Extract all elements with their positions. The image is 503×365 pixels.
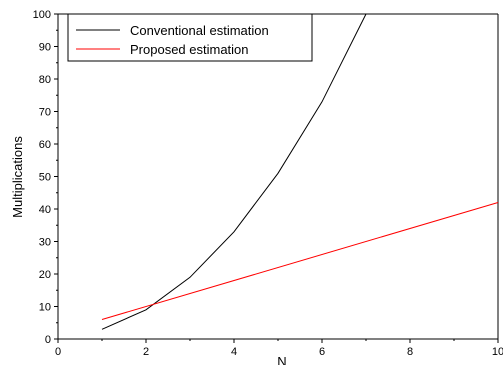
legend-label-proposed: Proposed estimation xyxy=(130,42,249,57)
legend: Conventional estimation Proposed estimat… xyxy=(67,13,313,62)
x-tick-label: 2 xyxy=(143,346,149,358)
y-tick-label: 10 xyxy=(39,302,51,314)
legend-label-conventional: Conventional estimation xyxy=(130,23,269,38)
y-tick-label: 0 xyxy=(45,334,51,346)
legend-box xyxy=(67,13,313,62)
x-tick-label: 0 xyxy=(55,346,61,358)
y-tick-label: 80 xyxy=(39,74,51,86)
y-axis-label: Multiplications xyxy=(10,136,25,218)
y-tick-label: 100 xyxy=(33,9,51,21)
x-tick-label: 8 xyxy=(407,346,413,358)
series-line-conventional xyxy=(101,13,367,330)
series-group xyxy=(101,13,499,330)
x-tick-label: 4 xyxy=(231,346,237,358)
series-line-proposed xyxy=(101,202,499,320)
y-tick-label: 90 xyxy=(39,42,51,54)
x-tick-label: 10 xyxy=(492,346,503,358)
x-tick-label: 6 xyxy=(319,346,325,358)
y-tick-label: 30 xyxy=(39,237,51,249)
y-tick-label: 70 xyxy=(39,107,51,119)
y-tick-label: 60 xyxy=(39,139,51,151)
y-tick-label: 40 xyxy=(39,204,51,216)
y-tick-label: 20 xyxy=(39,269,51,281)
x-axis-label: N xyxy=(277,354,286,365)
y-tick-label: 50 xyxy=(39,172,51,184)
